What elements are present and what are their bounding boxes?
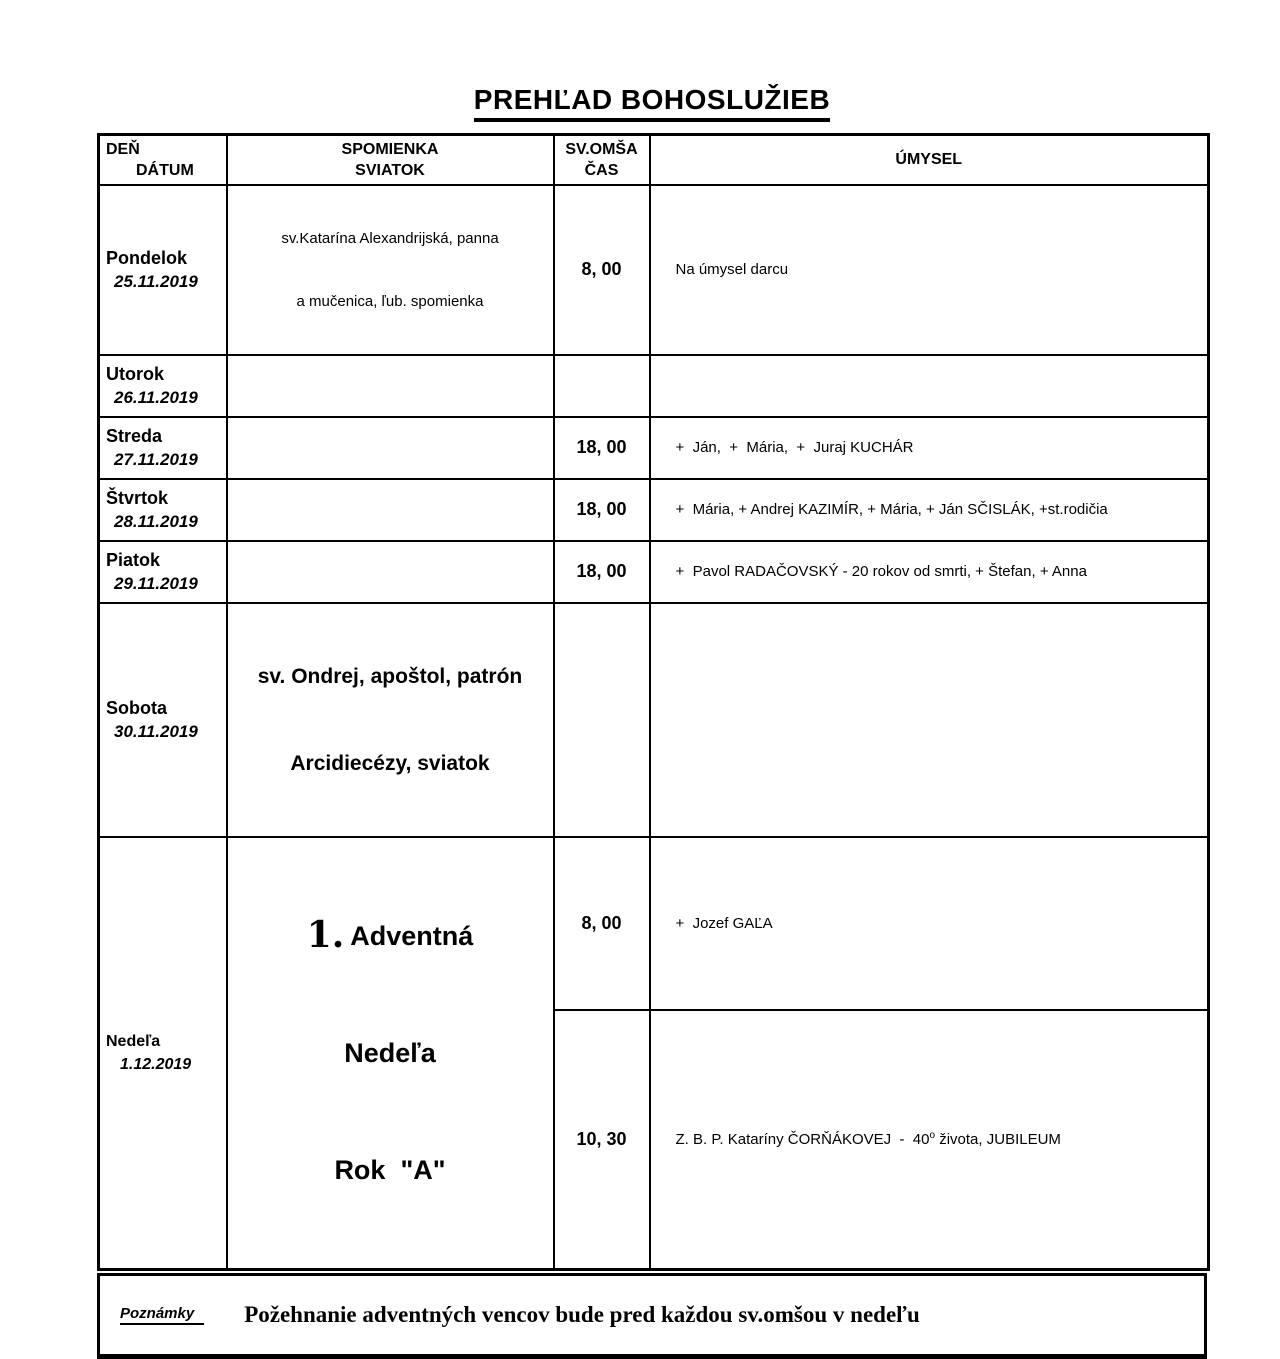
- day-cell: Streda 27.11.2019: [97, 415, 228, 480]
- day-date: 29.11.2019: [114, 573, 198, 593]
- day-cell: Piatok 29.11.2019: [97, 539, 228, 604]
- column-header-intention: ÚMYSEL: [648, 133, 1210, 186]
- day-cell: Štvrtok 28.11.2019: [97, 477, 228, 542]
- feast-line: sv.Katarína Alexandrijská, panna: [281, 229, 499, 247]
- mass-intention: + Mária, + Andrej KAZIMÍR, + Mária, + Já…: [648, 477, 1210, 542]
- table-row-friday: Piatok 29.11.2019 18, 00 + Pavol RADAČOV…: [97, 539, 1210, 604]
- day-date: 30.11.2019: [114, 721, 198, 741]
- header-feast-label-1: SPOMIENKA: [341, 140, 439, 158]
- mass-time: [552, 353, 651, 418]
- day-name: Piatok: [106, 549, 161, 570]
- document-body: DEŇ DÁTUM SPOMIENKA SVIATOK SV.OMŠA ČAS …: [97, 133, 1210, 1359]
- column-header-mass-time: SV.OMŠA ČAS: [552, 133, 651, 186]
- mass-schedule-table: DEŇ DÁTUM SPOMIENKA SVIATOK SV.OMŠA ČAS …: [97, 133, 1210, 1271]
- feast-cell: [225, 477, 555, 542]
- day-name: Utorok: [106, 363, 164, 384]
- mass-time: 18, 00: [552, 477, 651, 542]
- mass-intention: Na úmysel darcu: [648, 183, 1210, 356]
- day-date: 1.12.2019: [120, 1055, 192, 1073]
- day-cell: Utorok 26.11.2019: [97, 353, 228, 418]
- day-name: Streda: [106, 425, 163, 446]
- day-cell: Pondelok 25.11.2019: [97, 183, 228, 356]
- table-row-thursday: Štvrtok 28.11.2019 18, 00 + Mária, + And…: [97, 477, 1210, 542]
- notes-label: Poznámky: [120, 1305, 205, 1325]
- table-row-wednesday: Streda 27.11.2019 18, 00 + Ján, + Mária,…: [97, 415, 1210, 480]
- page-title-text: PREHĽAD BOHOSLUŽIEB: [473, 84, 831, 122]
- mass-time: 10, 30: [552, 1008, 651, 1270]
- column-header-day-date: DEŇ DÁTUM: [97, 133, 228, 186]
- mass-time: [552, 601, 651, 838]
- mass-intention: + Jozef GAĽA: [648, 835, 1210, 1011]
- feast-line: Arcidiecézy, sviatok: [290, 751, 490, 775]
- day-cell: Nedeľa 1.12.2019: [97, 835, 228, 1270]
- column-header-feast: SPOMIENKA SVIATOK: [225, 133, 555, 186]
- mass-intention: [648, 601, 1210, 838]
- notes-section: Poznámky Požehnanie adventných vencov bu…: [97, 1272, 1207, 1359]
- header-feast-label-2: SVIATOK: [355, 161, 425, 179]
- header-mass-label: SV.OMŠA: [565, 140, 638, 158]
- mass-time: 8, 00: [552, 183, 651, 356]
- header-time-label: ČAS: [584, 161, 619, 179]
- mass-intention: [648, 353, 1210, 418]
- intention-text: života, JUBILEUM: [935, 1131, 1061, 1148]
- mass-intention: + Pavol RADAČOVSKÝ - 20 rokov od smrti, …: [648, 539, 1210, 604]
- table-row-saturday: Sobota 30.11.2019 sv. Ondrej, apoštol, p…: [97, 601, 1210, 838]
- intention-text: Z. B. P. Kataríny ČORŇÁKOVEJ - 40: [675, 1131, 930, 1148]
- feast-line: 1. Adventná: [229, 913, 552, 956]
- mass-time: 18, 00: [552, 415, 651, 480]
- table-row-sunday-mass-1: Nedeľa 1.12.2019 1. Adventná Nedeľa Rok "…: [97, 835, 1210, 1270]
- notes-text: Požehnanie adventných vencov bude pred k…: [244, 1301, 920, 1327]
- mass-intention: + Ján, + Mária, + Juraj KUCHÁR: [648, 415, 1210, 480]
- day-cell: Sobota 30.11.2019: [97, 601, 228, 838]
- day-date: 25.11.2019: [114, 271, 198, 291]
- feast-cell: [225, 415, 555, 480]
- feast-cell: 1. Adventná Nedeľa Rok "A": [225, 835, 555, 1270]
- mass-time: 8, 00: [552, 835, 651, 1011]
- feast-line: a mučenica, ľub. spomienka: [296, 292, 484, 310]
- day-date: 27.11.2019: [114, 449, 198, 469]
- feast-cell: sv. Ondrej, apoštol, patrón Arcidiecézy,…: [225, 601, 555, 838]
- day-name: Sobota: [106, 697, 167, 718]
- mass-intention: Z. B. P. Kataríny ČORŇÁKOVEJ - 40o život…: [648, 1008, 1210, 1270]
- table-header-row: DEŇ DÁTUM SPOMIENKA SVIATOK SV.OMŠA ČAS …: [97, 133, 1210, 186]
- page-title: PREHĽAD BOHOSLUŽIEB: [97, 84, 1207, 122]
- feast-line: Rok "A": [334, 1154, 446, 1185]
- table-row-tuesday: Utorok 26.11.2019: [97, 353, 1210, 418]
- advent-number: 1.: [306, 913, 345, 956]
- feast-line: sv. Ondrej, apoštol, patrón: [257, 664, 523, 688]
- day-date: 28.11.2019: [114, 511, 198, 531]
- day-name: Pondelok: [106, 247, 188, 268]
- day-date: 26.11.2019: [114, 387, 198, 407]
- feast-cell: sv.Katarína Alexandrijská, panna a mučen…: [225, 183, 555, 356]
- feast-cell: [225, 353, 555, 418]
- day-name: Nedeľa: [106, 1032, 161, 1050]
- feast-line-text: Adventná: [350, 920, 474, 951]
- header-day-label: DEŇ: [106, 140, 140, 158]
- day-name: Štvrtok: [106, 487, 169, 508]
- mass-time: 18, 00: [552, 539, 651, 604]
- feast-cell: [225, 539, 555, 604]
- table-row-monday: Pondelok 25.11.2019 sv.Katarína Alexandr…: [97, 183, 1210, 356]
- feast-line: Nedeľa: [344, 1037, 436, 1068]
- header-date-label: DÁTUM: [136, 161, 194, 179]
